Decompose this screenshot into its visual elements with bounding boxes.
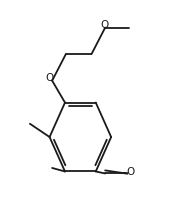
- Text: O: O: [100, 20, 108, 30]
- Text: O: O: [45, 73, 53, 84]
- Text: O: O: [126, 167, 135, 177]
